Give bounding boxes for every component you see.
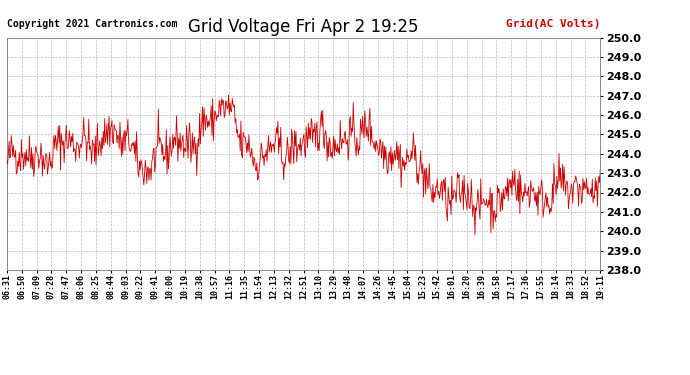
Title: Grid Voltage Fri Apr 2 19:25: Grid Voltage Fri Apr 2 19:25 <box>188 18 419 36</box>
Text: Grid(AC Volts): Grid(AC Volts) <box>506 19 600 29</box>
Text: Copyright 2021 Cartronics.com: Copyright 2021 Cartronics.com <box>7 19 177 29</box>
